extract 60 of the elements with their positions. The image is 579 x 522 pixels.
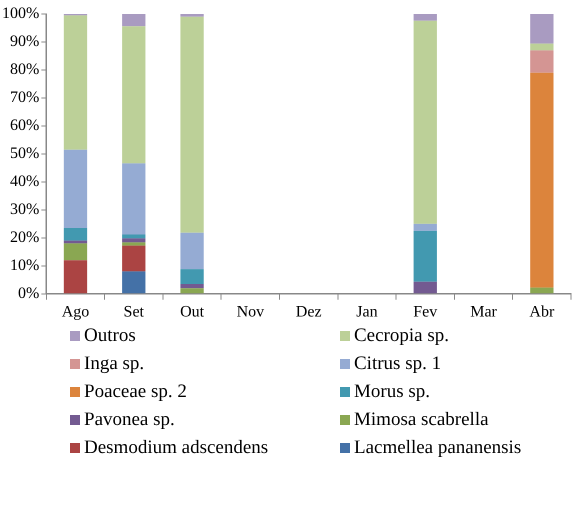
bar [530,50,554,73]
y-tick-label: 70% [10,89,40,106]
bar [64,150,88,228]
legend-label: Cecropia sp. [354,325,449,347]
bar [180,269,204,284]
bar [64,243,88,260]
bar [122,271,146,294]
bar [64,240,88,244]
legend-label: Morus sp. [354,381,430,403]
legend-label: Inga sp. [84,353,144,375]
bar [530,44,554,50]
legend-label: Citrus sp. 1 [354,353,442,375]
bar [180,16,204,233]
legend-label: Pavonea sp. [84,409,175,431]
y-tick-label: 20% [10,229,40,246]
x-tick-label: Ago [62,304,90,321]
x-tick-label: Set [124,304,145,321]
legend-label: Mimosa scabrella [354,409,489,431]
y-tick-label: 50% [10,145,40,162]
bar [414,224,437,231]
bar [180,288,204,294]
y-tick-label: 40% [10,173,40,190]
legend-label: Poaceae sp. 2 [84,381,187,403]
bar [180,284,204,288]
y-tick-label: 90% [10,33,40,50]
bar [530,72,554,288]
y-tick-label: 80% [10,61,40,78]
bar [414,20,437,224]
y-tick-label: 30% [10,201,40,218]
bar [122,238,146,242]
bar [122,26,146,164]
bar [64,15,88,150]
bar [122,14,146,26]
y-tick-label: 60% [10,117,40,134]
bar [414,230,437,282]
bar [122,163,146,234]
x-tick-label: Jan [356,304,378,321]
y-tick-label: 0% [18,285,40,302]
legend-label: Lacmellea pananensis [354,437,522,459]
bar [122,234,146,238]
bar [122,246,146,272]
legend-label: Outros [84,325,136,347]
x-tick-label: Mar [470,304,498,321]
x-tick-label: Abr [529,304,555,321]
bar [530,288,554,294]
bar [414,282,437,294]
bar [122,242,146,246]
x-tick-label: Fev [413,304,438,321]
y-tick-label: 10% [10,257,40,274]
x-tick-label: Nov [236,304,264,321]
x-tick-label: Dez [296,304,322,321]
y-tick-label: 100% [2,5,40,22]
bar [180,14,204,17]
bar [530,14,554,44]
bar [64,260,88,294]
bar [414,14,437,21]
legend-label: Desmodium adscendens [84,437,268,459]
bar [64,228,88,241]
x-tick-label: Out [180,304,205,321]
bar [180,232,204,270]
